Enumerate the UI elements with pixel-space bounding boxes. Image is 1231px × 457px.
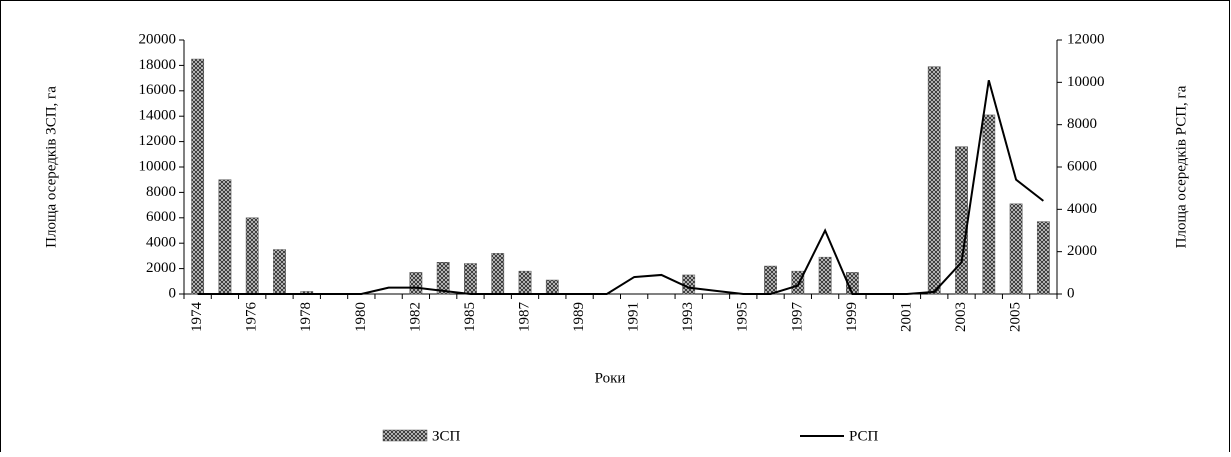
- x-tick-label: 1987: [516, 302, 532, 333]
- bar: [436, 262, 450, 295]
- x-tick-label: 1989: [571, 302, 587, 332]
- bar: [464, 263, 477, 295]
- x-tick-label: 1999: [844, 302, 860, 332]
- y2-tick-label: 12000: [1067, 31, 1105, 47]
- y-tick-label: 14000: [139, 108, 177, 124]
- x-axis-label: Роки: [595, 370, 626, 386]
- x-tick-label: 1982: [407, 302, 423, 332]
- y2-tick-label: 0: [1067, 285, 1075, 301]
- bar: [218, 179, 232, 295]
- bar: [1009, 203, 1023, 295]
- bar: [682, 274, 696, 295]
- bar: [191, 58, 205, 295]
- legend-swatch: [382, 429, 428, 442]
- bar: [245, 217, 259, 295]
- x-tick-label: 2005: [1008, 302, 1024, 332]
- y-tick-label: 6000: [146, 209, 176, 225]
- y2-tick-label: 6000: [1067, 158, 1097, 174]
- y-tick-label: 10000: [139, 158, 177, 174]
- x-tick-label: 1997: [789, 302, 805, 333]
- y2-tick-label: 2000: [1067, 243, 1097, 259]
- y-tick-label: 18000: [139, 57, 177, 73]
- x-tick-label: 2003: [953, 302, 969, 332]
- x-tick-label: 1978: [298, 302, 314, 332]
- y-tick-label: 12000: [139, 133, 177, 149]
- y-tick-label: 0: [169, 285, 177, 301]
- bar: [409, 272, 423, 295]
- line: [197, 79, 1044, 295]
- x-tick-label: 1991: [626, 302, 642, 332]
- y2-tick-label: 10000: [1067, 74, 1105, 90]
- legend-label: ЗСП: [432, 428, 461, 444]
- bar: [764, 265, 777, 295]
- x-tick-label: 1993: [680, 302, 696, 332]
- y-tick-label: 4000: [146, 235, 176, 251]
- bar: [545, 279, 559, 295]
- y-tick-label: 16000: [139, 82, 177, 98]
- y-tick-label: 20000: [139, 31, 177, 47]
- x-tick-label: 2001: [898, 302, 914, 332]
- bar: [1036, 221, 1050, 295]
- bar: [491, 253, 505, 295]
- bar: [273, 249, 286, 295]
- x-tick-label: 1985: [462, 302, 478, 332]
- y2-axis-label: Площа осередків РСП, га: [1173, 85, 1189, 248]
- bar: [982, 114, 996, 295]
- x-tick-label: 1976: [244, 302, 260, 333]
- x-tick-label: 1974: [189, 302, 205, 333]
- bar: [518, 270, 532, 295]
- bar: [818, 256, 832, 295]
- y-tick-label: 8000: [146, 184, 176, 200]
- bar: [955, 146, 968, 295]
- y2-tick-label: 8000: [1067, 116, 1097, 132]
- legend-label: РСП: [849, 428, 879, 444]
- bar: [791, 270, 805, 295]
- y-tick-label: 2000: [146, 260, 176, 276]
- y-axis-label: Площа осередків ЗСП, га: [43, 86, 59, 248]
- bar: [927, 66, 941, 295]
- x-tick-label: 1980: [353, 302, 369, 332]
- x-tick-label: 1995: [735, 302, 751, 332]
- y2-tick-label: 4000: [1067, 201, 1097, 217]
